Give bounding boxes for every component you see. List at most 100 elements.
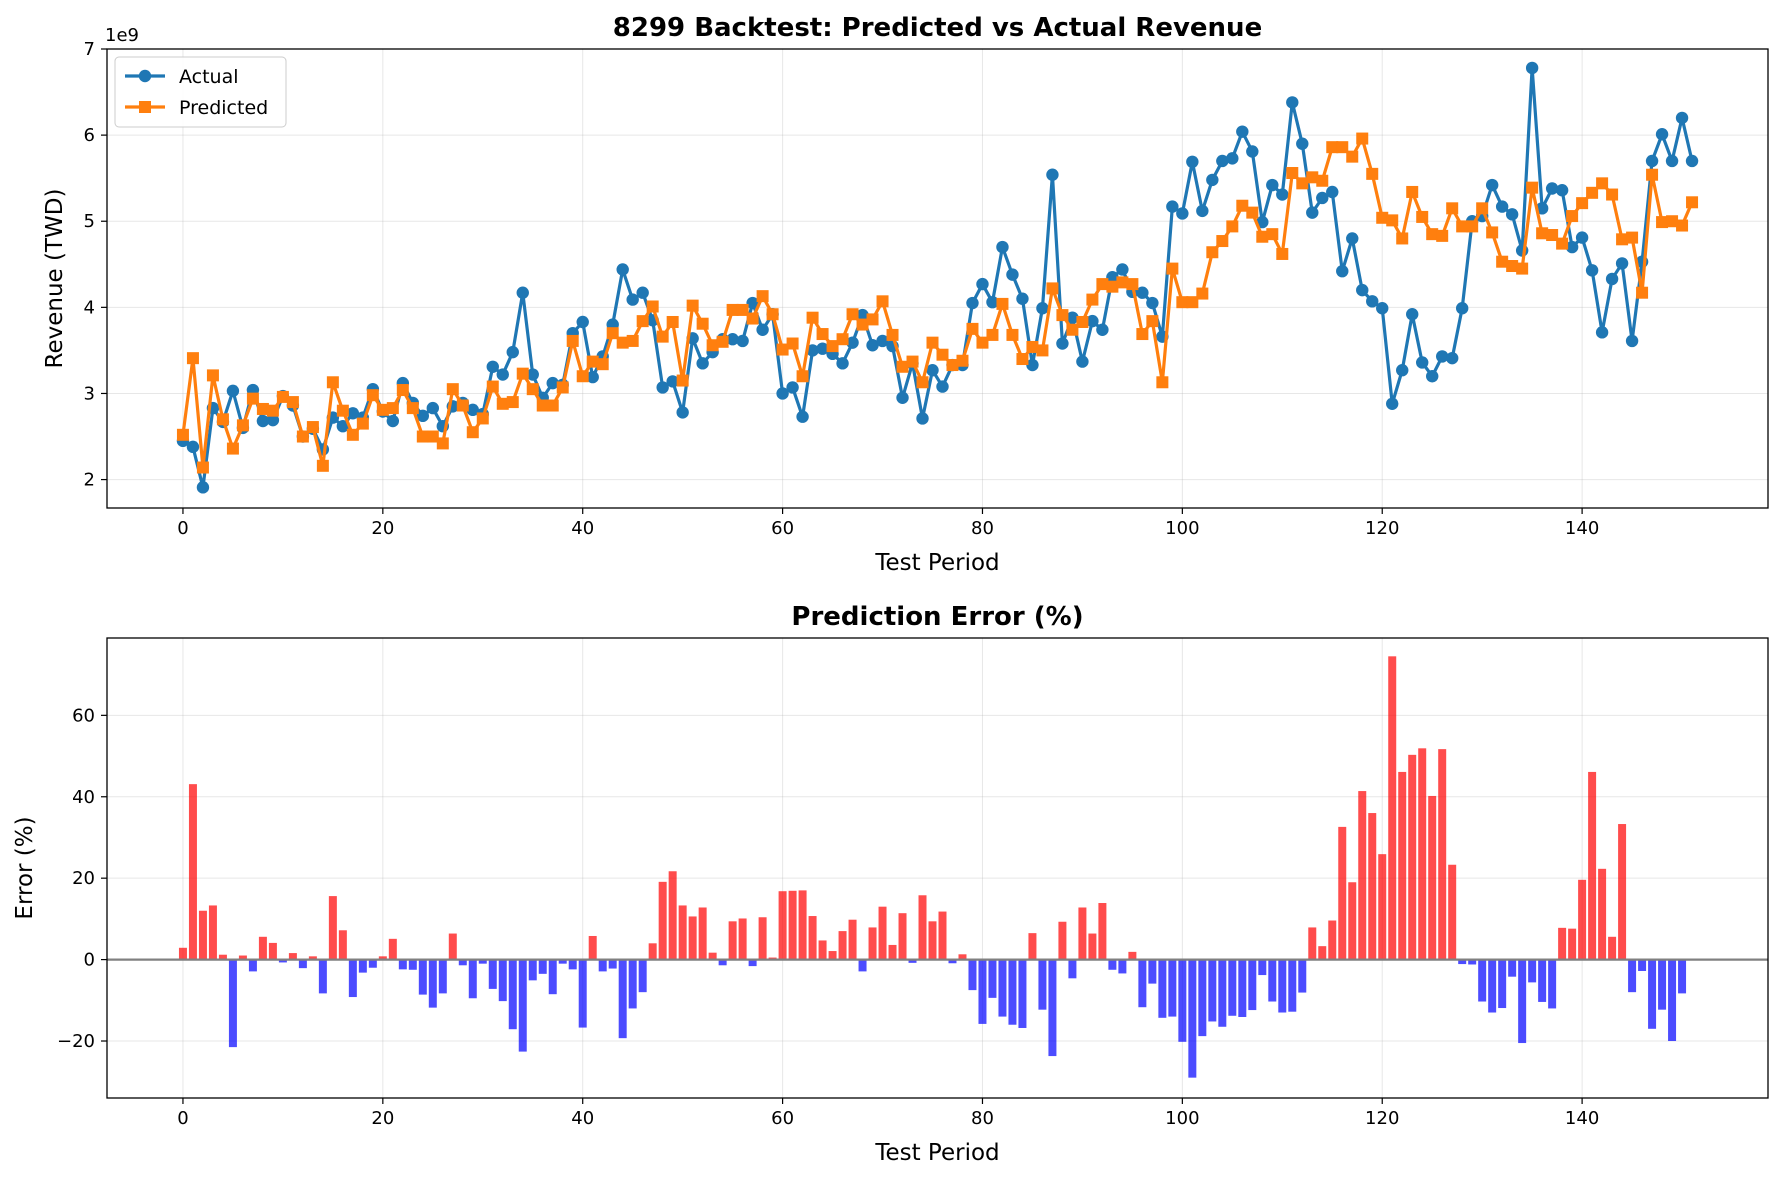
point-predicted bbox=[396, 384, 409, 397]
point-predicted bbox=[1296, 177, 1309, 190]
point-actual bbox=[1046, 168, 1059, 181]
point-predicted bbox=[1506, 260, 1519, 273]
point-predicted bbox=[1646, 168, 1659, 181]
point-actual bbox=[1535, 202, 1549, 215]
legend-actual-marker bbox=[138, 69, 152, 83]
point-predicted bbox=[596, 358, 609, 371]
error-bar bbox=[268, 942, 277, 960]
error-chart-title: Prediction Error (%) bbox=[791, 602, 1083, 632]
point-actual bbox=[626, 293, 639, 306]
point-actual bbox=[1565, 240, 1579, 254]
point-predicted bbox=[1656, 216, 1669, 229]
error-bar bbox=[538, 959, 547, 974]
error-x-tick-label: 60 bbox=[771, 1108, 794, 1129]
point-actual bbox=[1146, 296, 1159, 310]
error-bar bbox=[1258, 959, 1267, 976]
point-predicted bbox=[1186, 296, 1199, 309]
point-predicted bbox=[256, 402, 269, 415]
point-actual bbox=[346, 407, 360, 420]
point-actual bbox=[1206, 173, 1219, 187]
error-bar bbox=[1048, 959, 1057, 1057]
point-predicted bbox=[626, 334, 639, 347]
point-predicted bbox=[1376, 211, 1389, 224]
point-predicted bbox=[236, 419, 249, 432]
error-x-tick-label: 100 bbox=[1165, 1108, 1199, 1129]
point-predicted bbox=[386, 402, 399, 415]
point-predicted bbox=[1626, 231, 1639, 244]
point-predicted bbox=[556, 381, 569, 394]
error-bar bbox=[1068, 959, 1077, 979]
point-predicted bbox=[1686, 196, 1699, 209]
error-bar bbox=[1448, 864, 1457, 960]
error-bar bbox=[1598, 868, 1607, 960]
point-actual bbox=[506, 345, 519, 359]
point-predicted bbox=[446, 383, 459, 396]
revenue-y-axis-label: Revenue (TWD) bbox=[42, 189, 68, 369]
error-bar bbox=[278, 959, 287, 963]
revenue-y-tick-label: 5 bbox=[84, 211, 95, 232]
point-predicted bbox=[346, 428, 359, 441]
error-bar bbox=[1628, 959, 1637, 993]
point-actual bbox=[1645, 154, 1659, 168]
error-bar bbox=[668, 871, 677, 960]
point-predicted bbox=[316, 459, 329, 472]
point-actual bbox=[1076, 355, 1089, 368]
point-predicted bbox=[536, 399, 549, 412]
point-actual bbox=[1306, 206, 1319, 219]
error-bar bbox=[478, 959, 487, 964]
error-bar bbox=[628, 959, 637, 1009]
error-bar bbox=[1028, 933, 1037, 960]
point-actual bbox=[1495, 200, 1509, 213]
point-actual bbox=[1226, 152, 1239, 165]
error-bar bbox=[958, 954, 967, 960]
error-bars bbox=[178, 656, 1687, 1078]
error-bar bbox=[1358, 791, 1367, 960]
point-predicted bbox=[916, 376, 929, 389]
point-predicted bbox=[1526, 181, 1539, 194]
point-predicted bbox=[1056, 309, 1069, 322]
error-bar bbox=[378, 956, 387, 960]
point-predicted bbox=[1476, 202, 1489, 215]
point-predicted bbox=[906, 355, 919, 368]
point-actual bbox=[186, 440, 200, 454]
point-actual bbox=[856, 308, 869, 322]
error-bar bbox=[398, 959, 407, 970]
point-predicted bbox=[326, 376, 339, 389]
point-actual bbox=[926, 364, 939, 377]
point-predicted bbox=[726, 303, 739, 316]
point-predicted bbox=[1006, 328, 1019, 341]
point-predicted bbox=[1276, 247, 1289, 260]
point-actual bbox=[516, 286, 529, 299]
point-actual bbox=[226, 384, 240, 398]
point-predicted bbox=[1556, 237, 1569, 250]
error-bar bbox=[978, 959, 987, 1024]
point-predicted bbox=[716, 335, 729, 348]
point-predicted bbox=[546, 399, 559, 412]
error-bar bbox=[908, 959, 917, 963]
point-actual bbox=[1246, 145, 1259, 158]
error-bar bbox=[828, 951, 837, 960]
point-actual bbox=[786, 381, 799, 394]
error-bar bbox=[1488, 959, 1497, 1013]
point-predicted bbox=[806, 311, 819, 324]
point-predicted bbox=[576, 370, 589, 383]
error-bar bbox=[1348, 882, 1357, 960]
error-bar bbox=[598, 959, 607, 972]
error-bar bbox=[1208, 959, 1217, 1022]
error-bar bbox=[568, 959, 577, 970]
point-predicted bbox=[1566, 210, 1579, 223]
error-bar bbox=[1508, 959, 1517, 977]
point-actual bbox=[866, 339, 879, 352]
point-predicted bbox=[336, 404, 349, 417]
error-x-tick-label: 40 bbox=[571, 1108, 594, 1129]
error-bar bbox=[688, 916, 697, 960]
point-actual bbox=[1166, 200, 1179, 213]
error-bar bbox=[318, 959, 327, 994]
error-bar bbox=[258, 936, 267, 960]
point-actual bbox=[1406, 308, 1419, 321]
error-bar bbox=[1408, 754, 1417, 960]
point-predicted bbox=[656, 330, 669, 343]
point-actual bbox=[1136, 286, 1149, 299]
point-actual bbox=[986, 295, 999, 309]
error-bar bbox=[588, 935, 597, 960]
